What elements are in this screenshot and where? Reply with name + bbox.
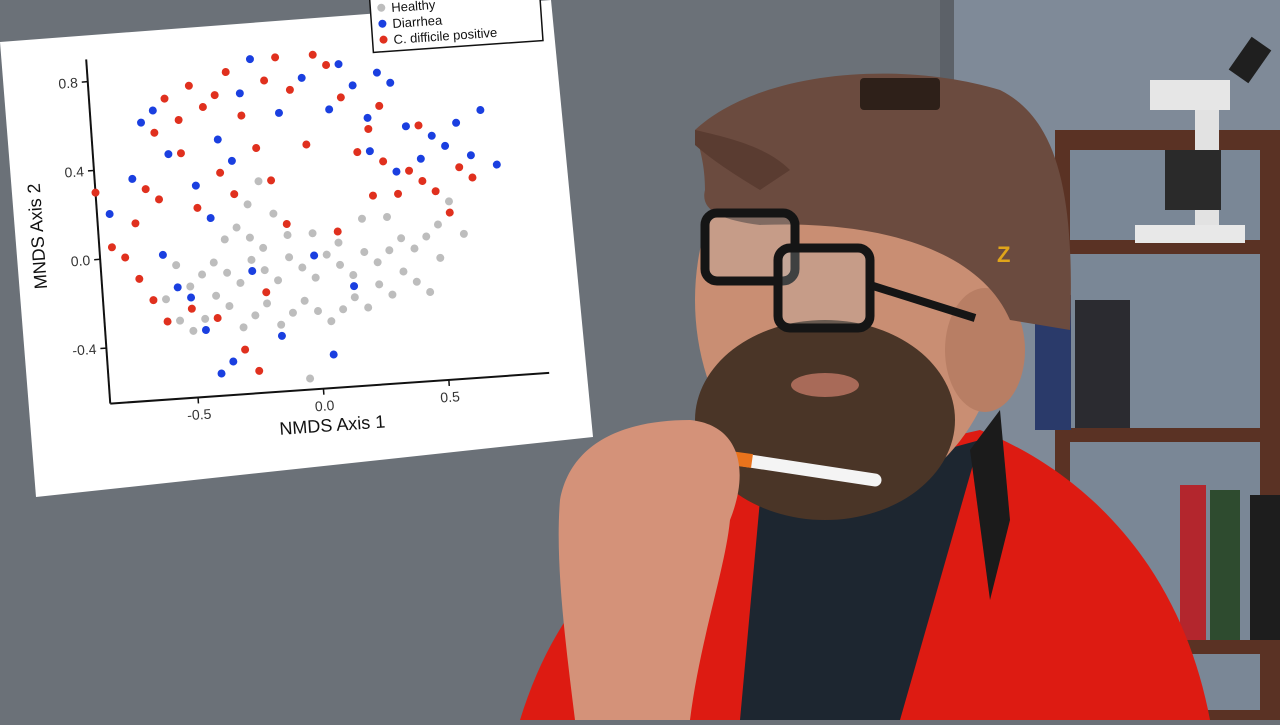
- y-tick-label: 0.0: [70, 252, 91, 269]
- y-tick-label: 0.8: [58, 74, 79, 91]
- book: [1075, 300, 1130, 428]
- x-tick-label: 0.0: [314, 397, 335, 414]
- shelf-middle: [1060, 428, 1280, 442]
- microscope-head: [1150, 80, 1230, 110]
- book: [1210, 490, 1240, 640]
- y-tick-label: 0.4: [64, 163, 85, 180]
- x-tick-label: -0.5: [187, 406, 212, 424]
- book: [1180, 485, 1206, 640]
- y-tick-label: -0.4: [72, 341, 97, 359]
- microscope-base: [1135, 225, 1245, 243]
- book: [1250, 495, 1280, 640]
- x-tick-label: 0.5: [440, 388, 461, 405]
- cap-letter-z: Z: [997, 242, 1010, 267]
- glasses-lens-right: [778, 248, 870, 328]
- cap-logo: [860, 78, 940, 110]
- lips: [791, 373, 859, 397]
- microscope-stage: [1165, 150, 1221, 210]
